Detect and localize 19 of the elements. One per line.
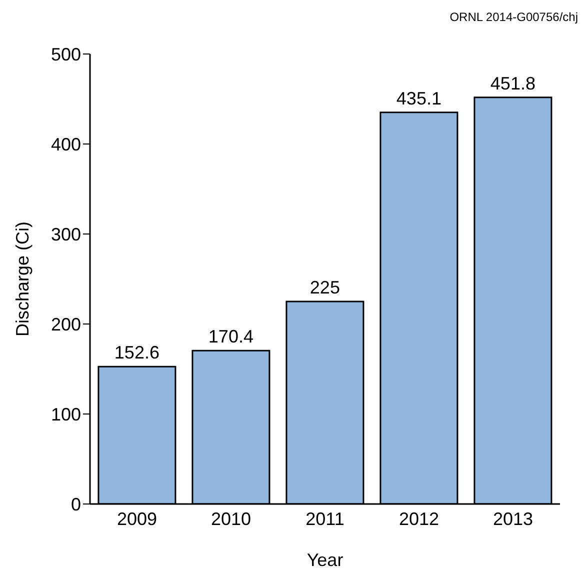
x-tick-label: 2009 bbox=[116, 508, 158, 529]
y-tick-label: 400 bbox=[50, 134, 81, 154]
x-tick-label: 2013 bbox=[492, 508, 534, 529]
x-tick-label: 2011 bbox=[306, 508, 344, 529]
x-axis-title: Year bbox=[306, 550, 344, 570]
data-label: 170.4 bbox=[208, 326, 254, 347]
data-label: 152.6 bbox=[114, 342, 160, 363]
text: ORNL 2014-G00756/chj bbox=[450, 10, 578, 24]
y-tick-label: 200 bbox=[50, 314, 81, 334]
data-label: 225 bbox=[310, 278, 340, 298]
data-label: 451.8 bbox=[490, 73, 536, 94]
y-tick-label: 300 bbox=[50, 224, 81, 244]
y-tick-label: 100 bbox=[50, 404, 81, 424]
y-tick-label: 0 bbox=[70, 494, 81, 514]
x-tick-label: 2012 bbox=[398, 508, 440, 529]
y-tick-label: 500 bbox=[50, 44, 81, 64]
data-label: 435.1 bbox=[396, 88, 442, 108]
y-axis-title: Discharge (Ci) bbox=[12, 221, 32, 337]
x-tick-label: 2010 bbox=[210, 508, 252, 529]
